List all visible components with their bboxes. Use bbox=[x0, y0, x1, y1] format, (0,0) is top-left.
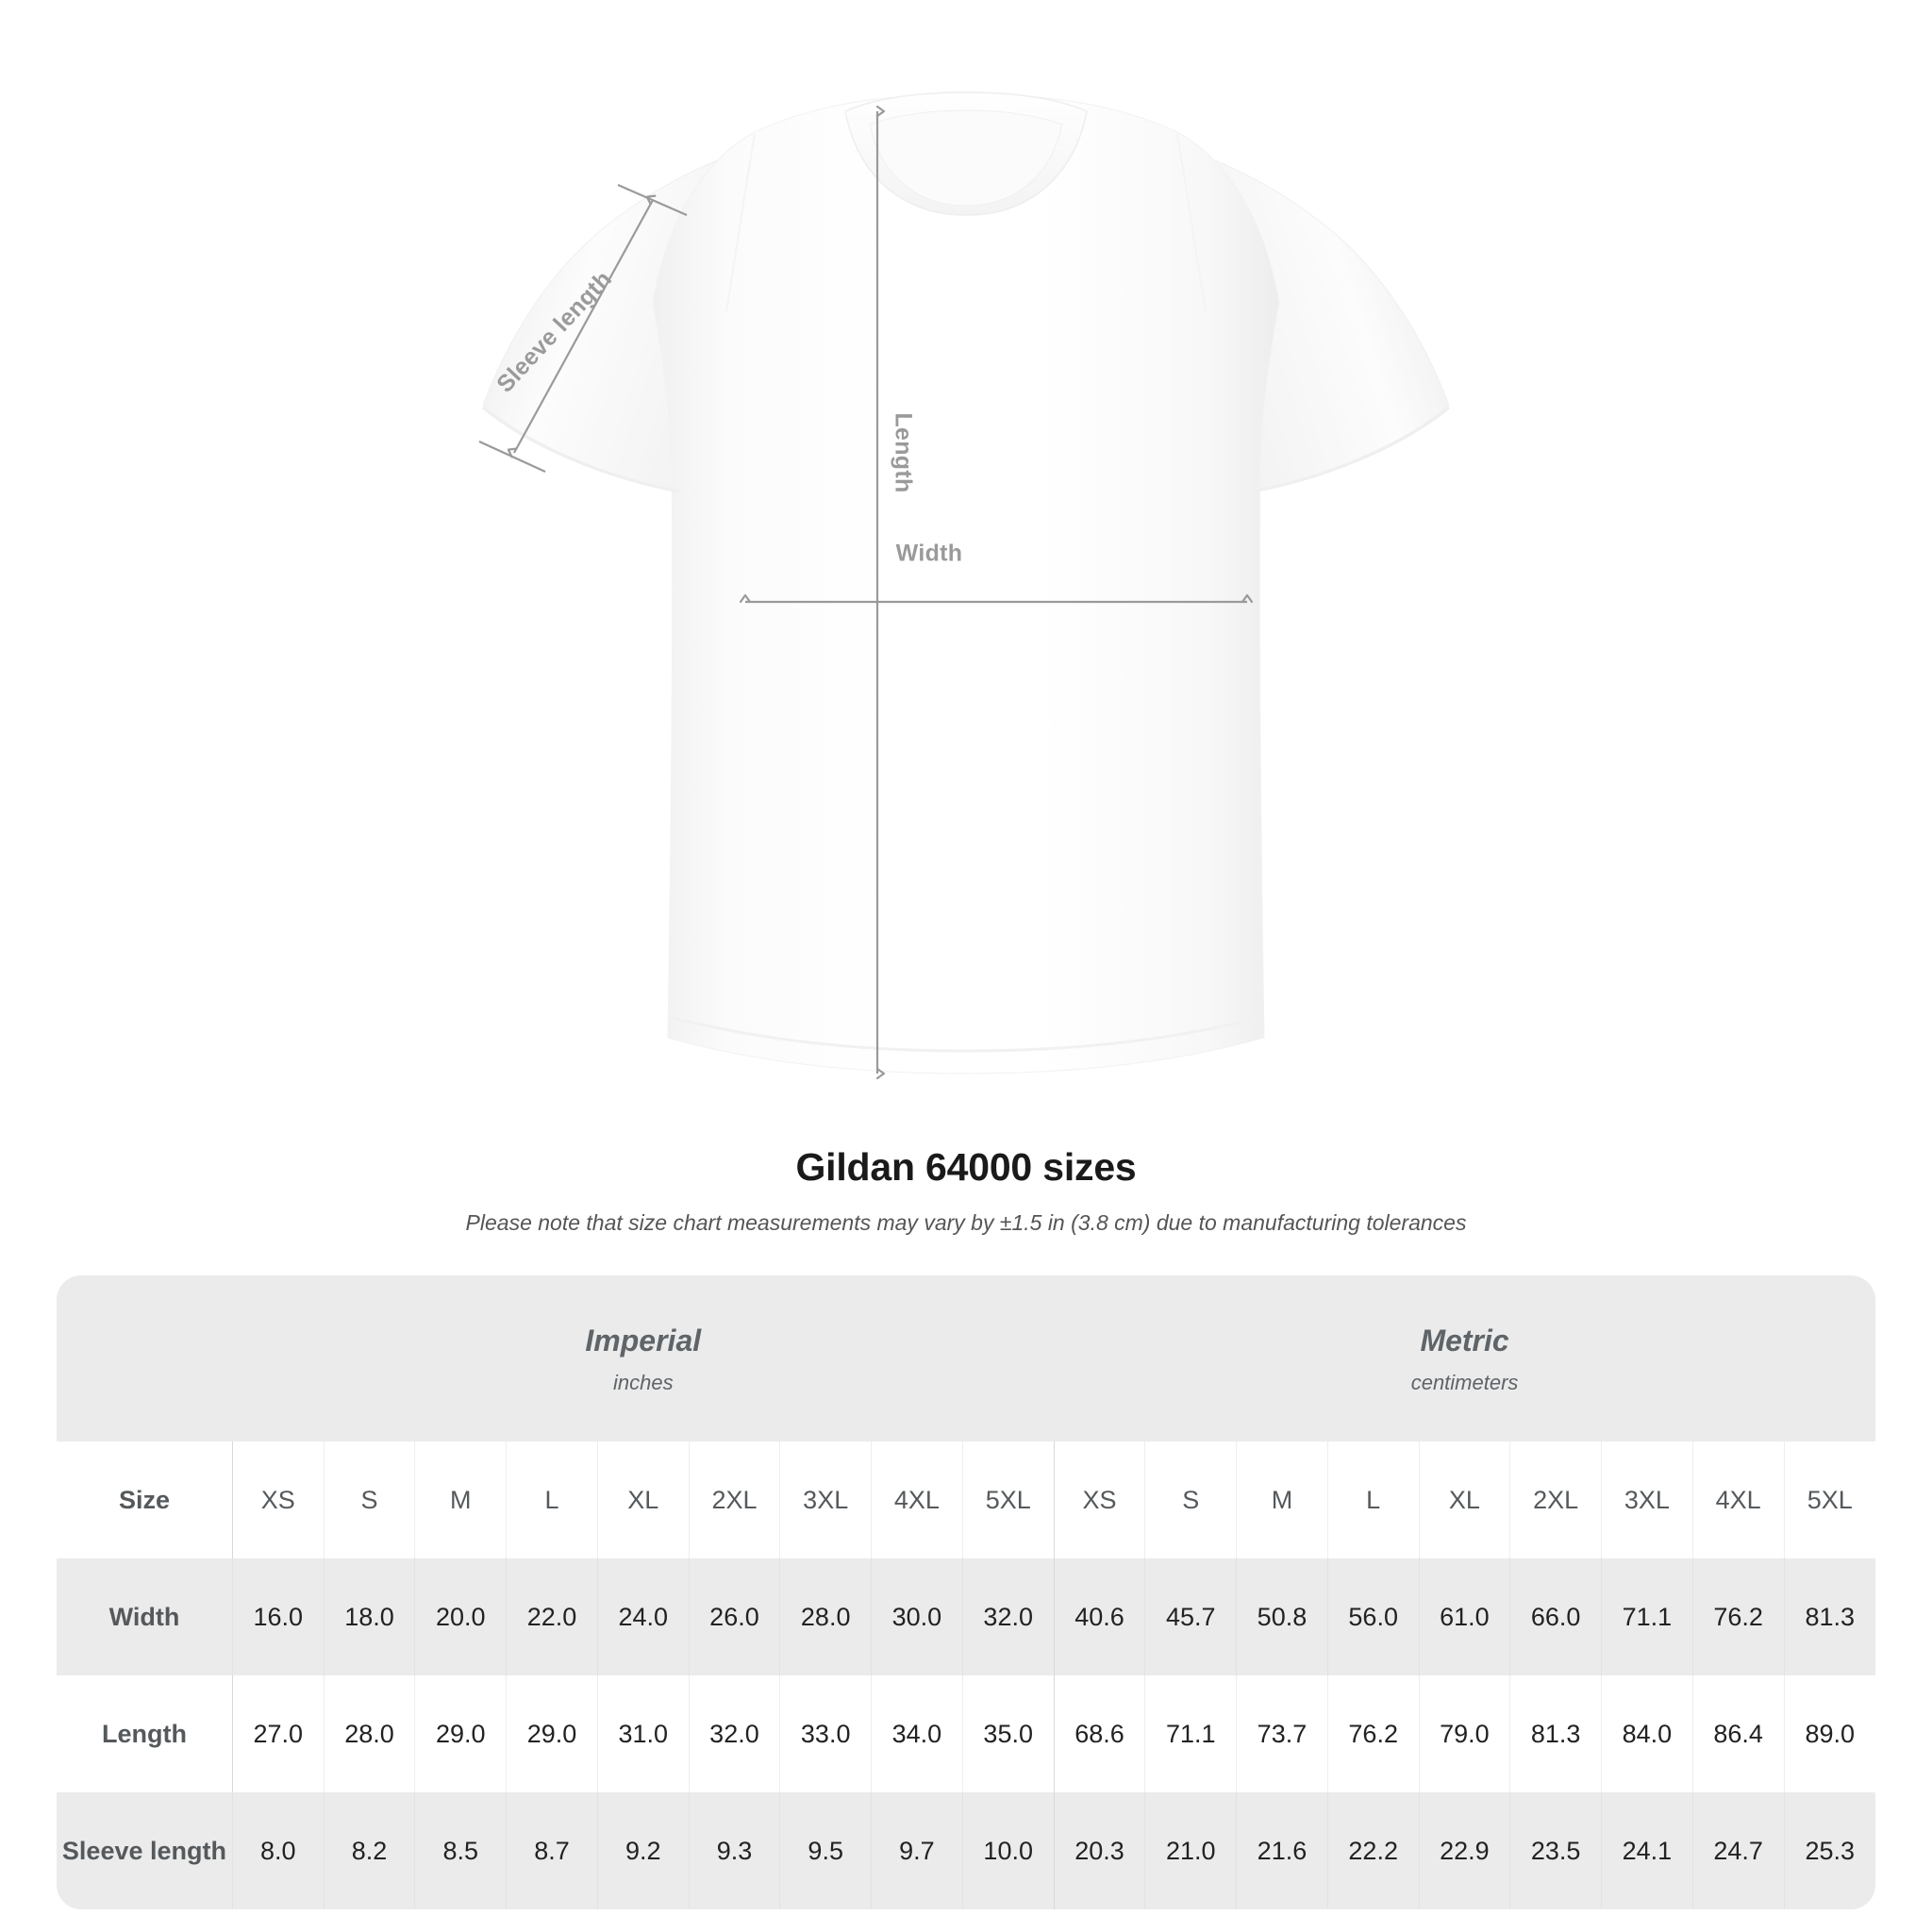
table-row: Width 16.0 18.0 20.0 22.0 24.0 26.0 28.0 30.0 32.… bbox=[57, 1558, 1875, 1675]
width-label: Width bbox=[895, 540, 963, 567]
cell-width-imperial-xs: 16.0 bbox=[232, 1558, 325, 1675]
size-header-metric-2xl: 2XL bbox=[1509, 1441, 1603, 1558]
size-header-imperial-5xl: 5XL bbox=[962, 1441, 1055, 1558]
cell-length-metric-l: 76.2 bbox=[1327, 1675, 1420, 1792]
table-row: Sleeve length 8.0 8.2 8.5 8.7 9.2 9.3 9.5 9.7 10.… bbox=[57, 1792, 1875, 1909]
cell-length-imperial-xs: 27.0 bbox=[232, 1675, 325, 1792]
cell-width-metric-2xl: 66.0 bbox=[1509, 1558, 1603, 1675]
cell-length-imperial-5xl: 35.0 bbox=[962, 1675, 1055, 1792]
size-header-metric-xs: XS bbox=[1054, 1441, 1146, 1558]
size-header-metric-l: L bbox=[1327, 1441, 1420, 1558]
cell-sleeve-length-metric-xl: 22.9 bbox=[1419, 1792, 1511, 1909]
cell-sleeve-length-imperial-xs: 8.0 bbox=[232, 1792, 325, 1909]
table-row: Length 27.0 28.0 29.0 29.0 31.0 32.0 33.0 34.0 35… bbox=[57, 1675, 1875, 1792]
unit-name-imperial: Imperial bbox=[585, 1324, 702, 1357]
size-header-metric-4xl: 4XL bbox=[1692, 1441, 1785, 1558]
unit-sub-imperial: inches bbox=[612, 1371, 674, 1394]
cell-length-metric-3xl: 84.0 bbox=[1601, 1675, 1693, 1792]
size-header-label: Size bbox=[57, 1441, 233, 1558]
unit-group-imperial: Imperial inches bbox=[232, 1275, 1055, 1441]
size-header-metric-3xl: 3XL bbox=[1601, 1441, 1693, 1558]
cell-sleeve-length-metric-2xl: 23.5 bbox=[1509, 1792, 1603, 1909]
cell-sleeve-length-metric-5xl: 25.3 bbox=[1784, 1792, 1875, 1909]
cell-width-metric-s: 45.7 bbox=[1144, 1558, 1238, 1675]
size-header-imperial-s: S bbox=[324, 1441, 416, 1558]
cell-sleeve-length-metric-xs: 20.3 bbox=[1054, 1792, 1146, 1909]
size-header-metric-5xl: 5XL bbox=[1784, 1441, 1875, 1558]
size-header-imperial-xs: XS bbox=[232, 1441, 325, 1558]
size-header-imperial-3xl: 3XL bbox=[779, 1441, 873, 1558]
size-header-imperial-xl: XL bbox=[597, 1441, 690, 1558]
cell-sleeve-length-metric-4xl: 24.7 bbox=[1692, 1792, 1785, 1909]
row-label-sleeve-length: Sleeve length bbox=[57, 1792, 233, 1909]
size-header-imperial-2xl: 2XL bbox=[689, 1441, 781, 1558]
cell-width-metric-5xl: 81.3 bbox=[1784, 1558, 1875, 1675]
cell-length-imperial-xl: 31.0 bbox=[597, 1675, 690, 1792]
size-header-imperial-4xl: 4XL bbox=[871, 1441, 963, 1558]
cell-width-metric-3xl: 71.1 bbox=[1601, 1558, 1693, 1675]
cell-width-metric-xs: 40.6 bbox=[1054, 1558, 1146, 1675]
cell-length-metric-xl: 79.0 bbox=[1419, 1675, 1511, 1792]
cell-length-imperial-2xl: 32.0 bbox=[689, 1675, 781, 1792]
cell-width-metric-l: 56.0 bbox=[1327, 1558, 1420, 1675]
cell-length-imperial-3xl: 33.0 bbox=[779, 1675, 873, 1792]
page-title: Gildan 64000 sizes bbox=[795, 1145, 1137, 1189]
cell-length-imperial-4xl: 34.0 bbox=[871, 1675, 963, 1792]
size-header-metric-m: M bbox=[1236, 1441, 1328, 1558]
cell-sleeve-length-imperial-3xl: 9.5 bbox=[779, 1792, 873, 1909]
cell-length-metric-2xl: 81.3 bbox=[1509, 1675, 1603, 1792]
cell-width-imperial-xl: 24.0 bbox=[597, 1558, 690, 1675]
cell-sleeve-length-imperial-4xl: 9.7 bbox=[871, 1792, 963, 1909]
cell-width-metric-xl: 61.0 bbox=[1419, 1558, 1511, 1675]
cell-width-imperial-2xl: 26.0 bbox=[689, 1558, 781, 1675]
cell-length-imperial-l: 29.0 bbox=[506, 1675, 598, 1792]
tshirt-illustration bbox=[478, 92, 1450, 1132]
size-chart-table-container: Imperial inches Metric centimeters Size … bbox=[57, 1275, 1875, 1909]
cell-sleeve-length-metric-m: 21.6 bbox=[1236, 1792, 1328, 1909]
table-corner-cell bbox=[57, 1275, 233, 1441]
cell-sleeve-length-metric-3xl: 24.1 bbox=[1601, 1792, 1693, 1909]
cell-width-imperial-4xl: 30.0 bbox=[871, 1558, 963, 1675]
unit-group-metric: Metric centimeters bbox=[1054, 1275, 1875, 1441]
size-header-imperial-m: M bbox=[414, 1441, 508, 1558]
title-block: Gildan 64000 sizes Please note that size… bbox=[0, 1145, 1932, 1236]
cell-sleeve-length-imperial-2xl: 9.3 bbox=[689, 1792, 781, 1909]
size-header-metric-xl: XL bbox=[1419, 1441, 1511, 1558]
cell-width-imperial-5xl: 32.0 bbox=[962, 1558, 1055, 1675]
cell-sleeve-length-metric-s: 21.0 bbox=[1144, 1792, 1238, 1909]
unit-header-row: Imperial inches Metric centimeters bbox=[57, 1275, 1875, 1441]
cell-length-metric-5xl: 89.0 bbox=[1784, 1675, 1875, 1792]
cell-sleeve-length-imperial-m: 8.5 bbox=[414, 1792, 508, 1909]
cell-sleeve-length-imperial-xl: 9.2 bbox=[597, 1792, 690, 1909]
cell-width-imperial-s: 18.0 bbox=[324, 1558, 416, 1675]
cell-sleeve-length-imperial-s: 8.2 bbox=[324, 1792, 416, 1909]
size-header-metric-s: S bbox=[1144, 1441, 1238, 1558]
row-label-length: Length bbox=[57, 1675, 233, 1792]
page-subtitle: Please note that size chart measurements… bbox=[465, 1210, 1467, 1235]
unit-sub-metric: centimeters bbox=[1410, 1371, 1519, 1394]
row-label-width: Width bbox=[57, 1558, 233, 1675]
size-header-row: Size XS S M L XL 2XL 3XL 4XL 5XL XS S M L XL 2XL 3XL 4XL… bbox=[57, 1441, 1875, 1558]
cell-length-metric-4xl: 86.4 bbox=[1692, 1675, 1785, 1792]
cell-length-imperial-m: 29.0 bbox=[414, 1675, 508, 1792]
cell-width-metric-4xl: 76.2 bbox=[1692, 1558, 1785, 1675]
unit-name-metric: Metric bbox=[1420, 1324, 1509, 1357]
length-label: Length bbox=[890, 412, 917, 493]
size-header-imperial-l: L bbox=[506, 1441, 598, 1558]
size-chart-table: Imperial inches Metric centimeters Size … bbox=[57, 1275, 1875, 1909]
cell-length-metric-m: 73.7 bbox=[1236, 1675, 1328, 1792]
cell-sleeve-length-metric-l: 22.2 bbox=[1327, 1792, 1420, 1909]
sleeve-dimension-arrow bbox=[478, 183, 688, 474]
cell-width-imperial-3xl: 28.0 bbox=[779, 1558, 873, 1675]
cell-sleeve-length-imperial-l: 8.7 bbox=[506, 1792, 598, 1909]
cell-length-metric-xs: 68.6 bbox=[1054, 1675, 1146, 1792]
cell-sleeve-length-imperial-5xl: 10.0 bbox=[962, 1792, 1055, 1909]
shirt-body-shape bbox=[482, 92, 1450, 1074]
cell-length-metric-s: 71.1 bbox=[1144, 1675, 1238, 1792]
cell-width-metric-m: 50.8 bbox=[1236, 1558, 1328, 1675]
cell-width-imperial-m: 20.0 bbox=[414, 1558, 508, 1675]
tshirt-diagram: Width Length Sleeve length bbox=[478, 92, 1450, 1132]
cell-length-imperial-s: 28.0 bbox=[324, 1675, 416, 1792]
cell-width-imperial-l: 22.0 bbox=[506, 1558, 598, 1675]
